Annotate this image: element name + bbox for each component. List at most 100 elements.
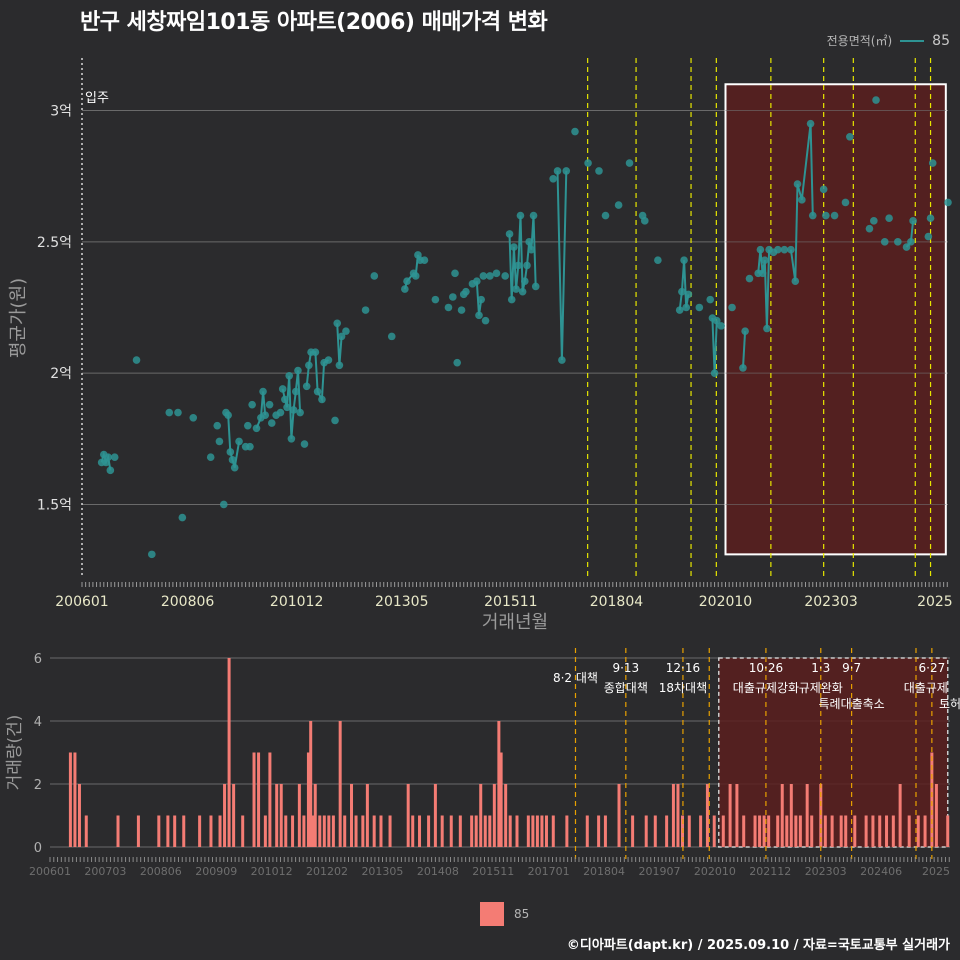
volume-bar [279, 784, 283, 847]
legend-value: 85 [932, 32, 950, 49]
footer-credit: ©디아파트(dapt.kr) / 2025.09.10 / 자료=국토교통부 실… [566, 938, 950, 953]
price-point [924, 232, 933, 241]
volume-bar [515, 815, 519, 847]
price-point [507, 295, 516, 304]
volume-bar [411, 815, 415, 847]
x-tick-label: 202010 [699, 594, 752, 610]
volume-bar [241, 815, 245, 847]
price-point [756, 245, 765, 254]
highlight-box [724, 83, 947, 556]
price-point [791, 277, 800, 286]
volume-bar [946, 815, 950, 847]
volume-bar [844, 815, 848, 847]
price-point [562, 167, 571, 175]
volume-bar [427, 815, 431, 847]
volume-bar [753, 815, 757, 847]
price-point [531, 282, 540, 291]
price-point [219, 500, 228, 509]
event-label: 18차대책 [659, 680, 707, 695]
volume-bar [73, 752, 77, 847]
price-point [206, 453, 215, 461]
volume-bar [823, 815, 827, 847]
price-point [695, 303, 704, 312]
page-title: 반구 세창짜임101동 아파트(2006) 매매가격 변화 [80, 10, 548, 35]
price-point [324, 356, 333, 364]
x-tick-label: 202303 [805, 865, 847, 878]
volume-bar [198, 815, 202, 847]
volume-bar [742, 815, 746, 847]
price-point [106, 466, 115, 475]
volume-bar [499, 752, 503, 847]
price-line-segment [255, 391, 267, 429]
event-label: 종합대책 [604, 680, 648, 695]
volume-bar [68, 752, 72, 847]
volume-bar [864, 815, 868, 847]
volume-bar [699, 815, 703, 847]
volume-bar [551, 815, 555, 847]
price-point [189, 413, 198, 422]
price-point [230, 463, 239, 472]
volume-bar [597, 815, 601, 847]
volume-bar [907, 815, 911, 847]
price-point [806, 119, 815, 128]
price-point [902, 243, 911, 251]
volume-bar [365, 784, 369, 847]
price-point [865, 224, 874, 233]
volume-bar [483, 815, 487, 847]
volume-bar [116, 815, 120, 847]
price-point [457, 306, 466, 314]
volume-bar [311, 815, 315, 847]
price-point [302, 382, 311, 391]
volume-bar [275, 784, 279, 847]
price-point [928, 159, 937, 167]
volume-bar [585, 815, 589, 847]
price-point [387, 332, 396, 341]
volume-bar [871, 815, 875, 847]
price-point [808, 211, 817, 220]
volume-bar [762, 815, 766, 847]
price-point [281, 395, 289, 404]
volume-bar [470, 815, 474, 847]
price-point [793, 180, 802, 188]
price-point [296, 408, 304, 417]
price-point [584, 159, 592, 167]
x-tick-label: 201305 [361, 865, 403, 878]
volume-bar [631, 815, 635, 847]
price-point [926, 214, 935, 223]
legend-bottom: 85 [480, 902, 529, 926]
price-point [516, 211, 525, 220]
volume-bar [891, 815, 895, 847]
volume-bar [449, 815, 453, 847]
volume-bar [388, 815, 392, 847]
legend-title: 전용면적(㎡) [826, 34, 893, 48]
price-point [226, 448, 235, 456]
price-point [710, 369, 719, 377]
price-point [512, 285, 520, 293]
volume-bar [492, 784, 496, 847]
x-tick-label: 201012 [251, 865, 293, 878]
volume-bar [535, 815, 539, 847]
price-point [311, 348, 320, 356]
price-point [252, 424, 261, 433]
price-point [294, 366, 302, 375]
price-point [763, 324, 771, 333]
x-tick-label: 2025 [917, 594, 953, 610]
price-point [571, 127, 579, 136]
volume-bar [785, 815, 789, 847]
volume-bar [354, 815, 358, 847]
volume-bar [263, 815, 267, 847]
volume-bar [728, 784, 732, 847]
x-tick-label: 201511 [484, 594, 537, 610]
price-point [462, 287, 470, 296]
price-point [614, 201, 623, 209]
x-tick-label: 202010 [694, 865, 736, 878]
volume-bar [433, 784, 437, 847]
price-point [215, 437, 224, 446]
price-point [246, 442, 254, 451]
price-point [132, 356, 141, 364]
volume-bar [318, 815, 322, 847]
price-point [745, 274, 754, 283]
price-point [654, 256, 662, 265]
price-point [846, 132, 854, 141]
x-tick-label: 200703 [84, 865, 126, 878]
